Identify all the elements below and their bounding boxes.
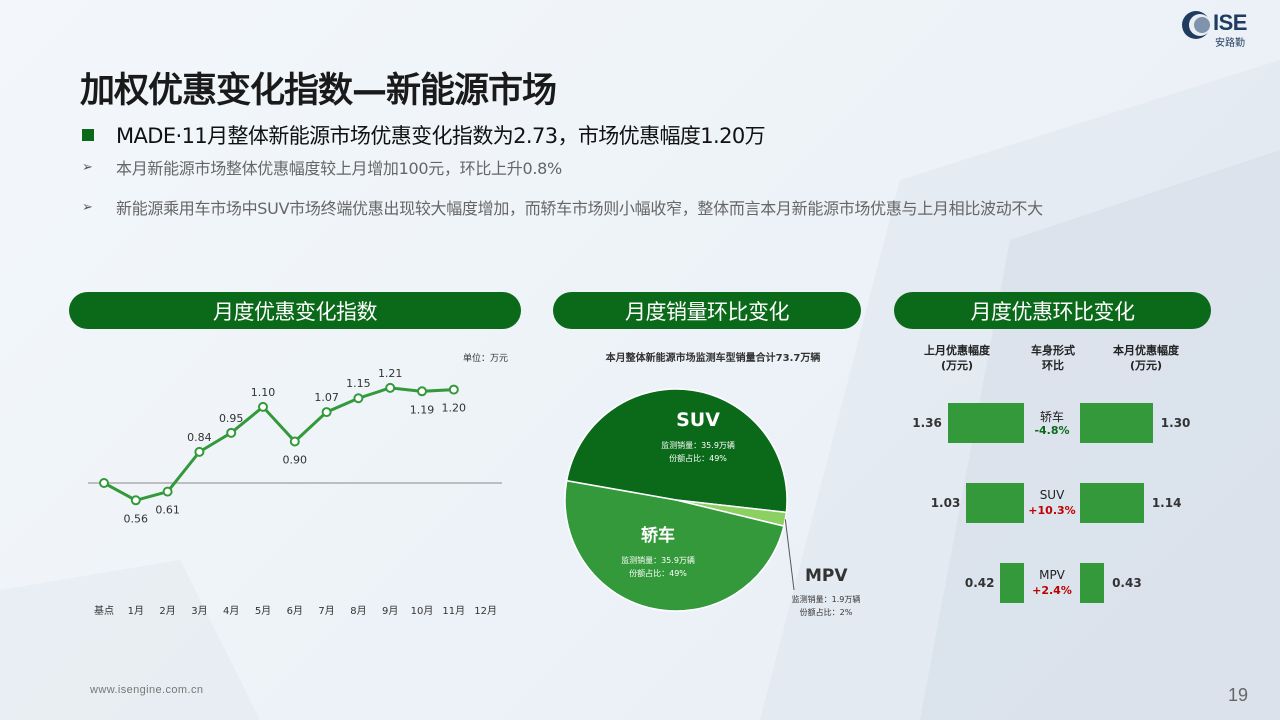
x-tick-label: 5月 xyxy=(255,605,271,617)
arrow-bullet-icon: ➢ xyxy=(82,160,93,175)
pie-slice-轿车 xyxy=(564,479,785,612)
slice-label-mpv: MPV xyxy=(805,566,848,586)
data-label: 1.20 xyxy=(442,402,467,415)
bar-current-轿车 xyxy=(1080,403,1153,443)
x-tick-label: 6月 xyxy=(287,605,303,617)
logo-text: ISE xyxy=(1213,10,1247,35)
slice-detail: 份额占比：49% xyxy=(669,453,727,463)
value-current: 1.30 xyxy=(1160,416,1191,430)
panel-title-index: 月度优惠变化指数 xyxy=(69,292,521,329)
data-label: 1.10 xyxy=(251,386,276,399)
data-point xyxy=(99,478,109,488)
bar-current-SUV xyxy=(1080,483,1144,523)
data-point xyxy=(226,427,237,438)
data-label: 1.19 xyxy=(410,403,435,416)
bar-last-MPV xyxy=(1000,563,1024,603)
data-point xyxy=(194,446,205,457)
x-tick-label: 7月 xyxy=(318,605,334,617)
data-point xyxy=(353,393,364,404)
data-point xyxy=(417,386,427,397)
value-current: 1.14 xyxy=(1151,496,1182,510)
data-label: 1.15 xyxy=(346,377,371,390)
data-point xyxy=(258,401,268,412)
data-label: 1.07 xyxy=(314,391,339,404)
slice-detail: 份额占比：2% xyxy=(800,607,853,617)
x-tick-label: 3月 xyxy=(191,605,207,617)
page-title: 加权优惠变化指数—新能源市场 xyxy=(80,71,557,111)
bullet-2: 新能源乘用车市场中SUV市场终端优惠出现较大幅度增加，而轿车市场则小幅收窄，整体… xyxy=(116,199,1043,218)
category-MPV: MPV xyxy=(1039,568,1065,582)
data-point xyxy=(321,407,332,418)
pie-slice-SUV xyxy=(565,388,788,514)
value-last: 1.03 xyxy=(930,496,961,510)
logo-subtext: 安路勤 xyxy=(1215,38,1245,49)
panel-title-change: 月度优惠环比变化 xyxy=(894,292,1211,329)
slice-detail: 份额占比：49% xyxy=(629,568,687,578)
x-tick-label: 11月 xyxy=(442,605,465,617)
data-point xyxy=(289,436,300,447)
x-tick-label: 8月 xyxy=(350,605,366,617)
slice-detail: 监测销量：1.9万辆 xyxy=(792,594,861,604)
change-MPV: +2.4% xyxy=(1032,584,1072,597)
header-last-month: 上月优惠幅度 (万元) xyxy=(924,344,990,372)
data-label: 0.90 xyxy=(283,453,308,466)
value-last: 1.36 xyxy=(912,416,942,430)
pie-title: 本月整体新能源市场监测车型销量合计73.7万辆 xyxy=(605,353,821,364)
x-tick-label: 4月 xyxy=(223,605,239,617)
category-轿车: 轿车 xyxy=(1039,410,1064,424)
index-line xyxy=(103,386,454,502)
data-label: 0.84 xyxy=(187,431,212,444)
slice-label-sedan: 轿车 xyxy=(641,525,675,546)
data-label: 0.61 xyxy=(155,504,180,517)
header-body-type: 车身形式 环比 xyxy=(1031,344,1075,372)
ise-logo-icon xyxy=(1182,11,1211,39)
page-number: 19 xyxy=(1228,685,1249,705)
headline: MADE·11月整体新能源市场优惠变化指数为2.73，市场优惠幅度1.20万 xyxy=(116,124,766,148)
change-SUV: +10.3% xyxy=(1028,504,1076,517)
footer-url: www.isengine.com.cn xyxy=(90,684,204,696)
slice-label-suv: SUV xyxy=(676,409,720,431)
arrow-bullet-icon: ➢ xyxy=(82,200,93,215)
slice-detail: 监测销量：35.9万辆 xyxy=(661,440,735,450)
bullet-1: 本月新能源市场整体优惠幅度较上月增加100元，环比上升0.8% xyxy=(116,159,562,178)
x-tick-label: 10月 xyxy=(411,605,434,617)
data-point xyxy=(162,486,173,497)
slice-detail: 监测销量：35.9万辆 xyxy=(621,555,695,565)
bar-last-轿车 xyxy=(947,403,1024,443)
bar-current-MPV xyxy=(1080,563,1105,603)
value-current: 0.43 xyxy=(1112,576,1142,590)
data-label: 1.21 xyxy=(378,367,403,380)
category-SUV: SUV xyxy=(1039,488,1065,502)
data-label: 0.95 xyxy=(219,412,244,425)
panel-title-sales: 月度销量环比变化 xyxy=(553,292,861,329)
data-point xyxy=(448,384,459,395)
x-tick-label: 2月 xyxy=(159,605,175,617)
header-this-month: 本月优惠幅度 (万元) xyxy=(1113,344,1179,372)
headline-bullet-icon xyxy=(82,129,94,141)
x-tick-label: 基点 xyxy=(94,604,114,617)
unit-label: 单位：万元 xyxy=(463,354,509,364)
data-point xyxy=(385,382,396,393)
x-tick-label: 1月 xyxy=(128,605,144,617)
change-轿车: -4.8% xyxy=(1034,424,1070,437)
data-label: 0.56 xyxy=(124,512,149,525)
value-last: 0.42 xyxy=(964,576,995,590)
bar-last-SUV xyxy=(966,483,1024,523)
x-tick-label: 9月 xyxy=(382,605,398,617)
data-point xyxy=(130,495,141,506)
x-tick-label: 12月 xyxy=(474,605,497,617)
mpv-leader-line xyxy=(784,519,795,591)
